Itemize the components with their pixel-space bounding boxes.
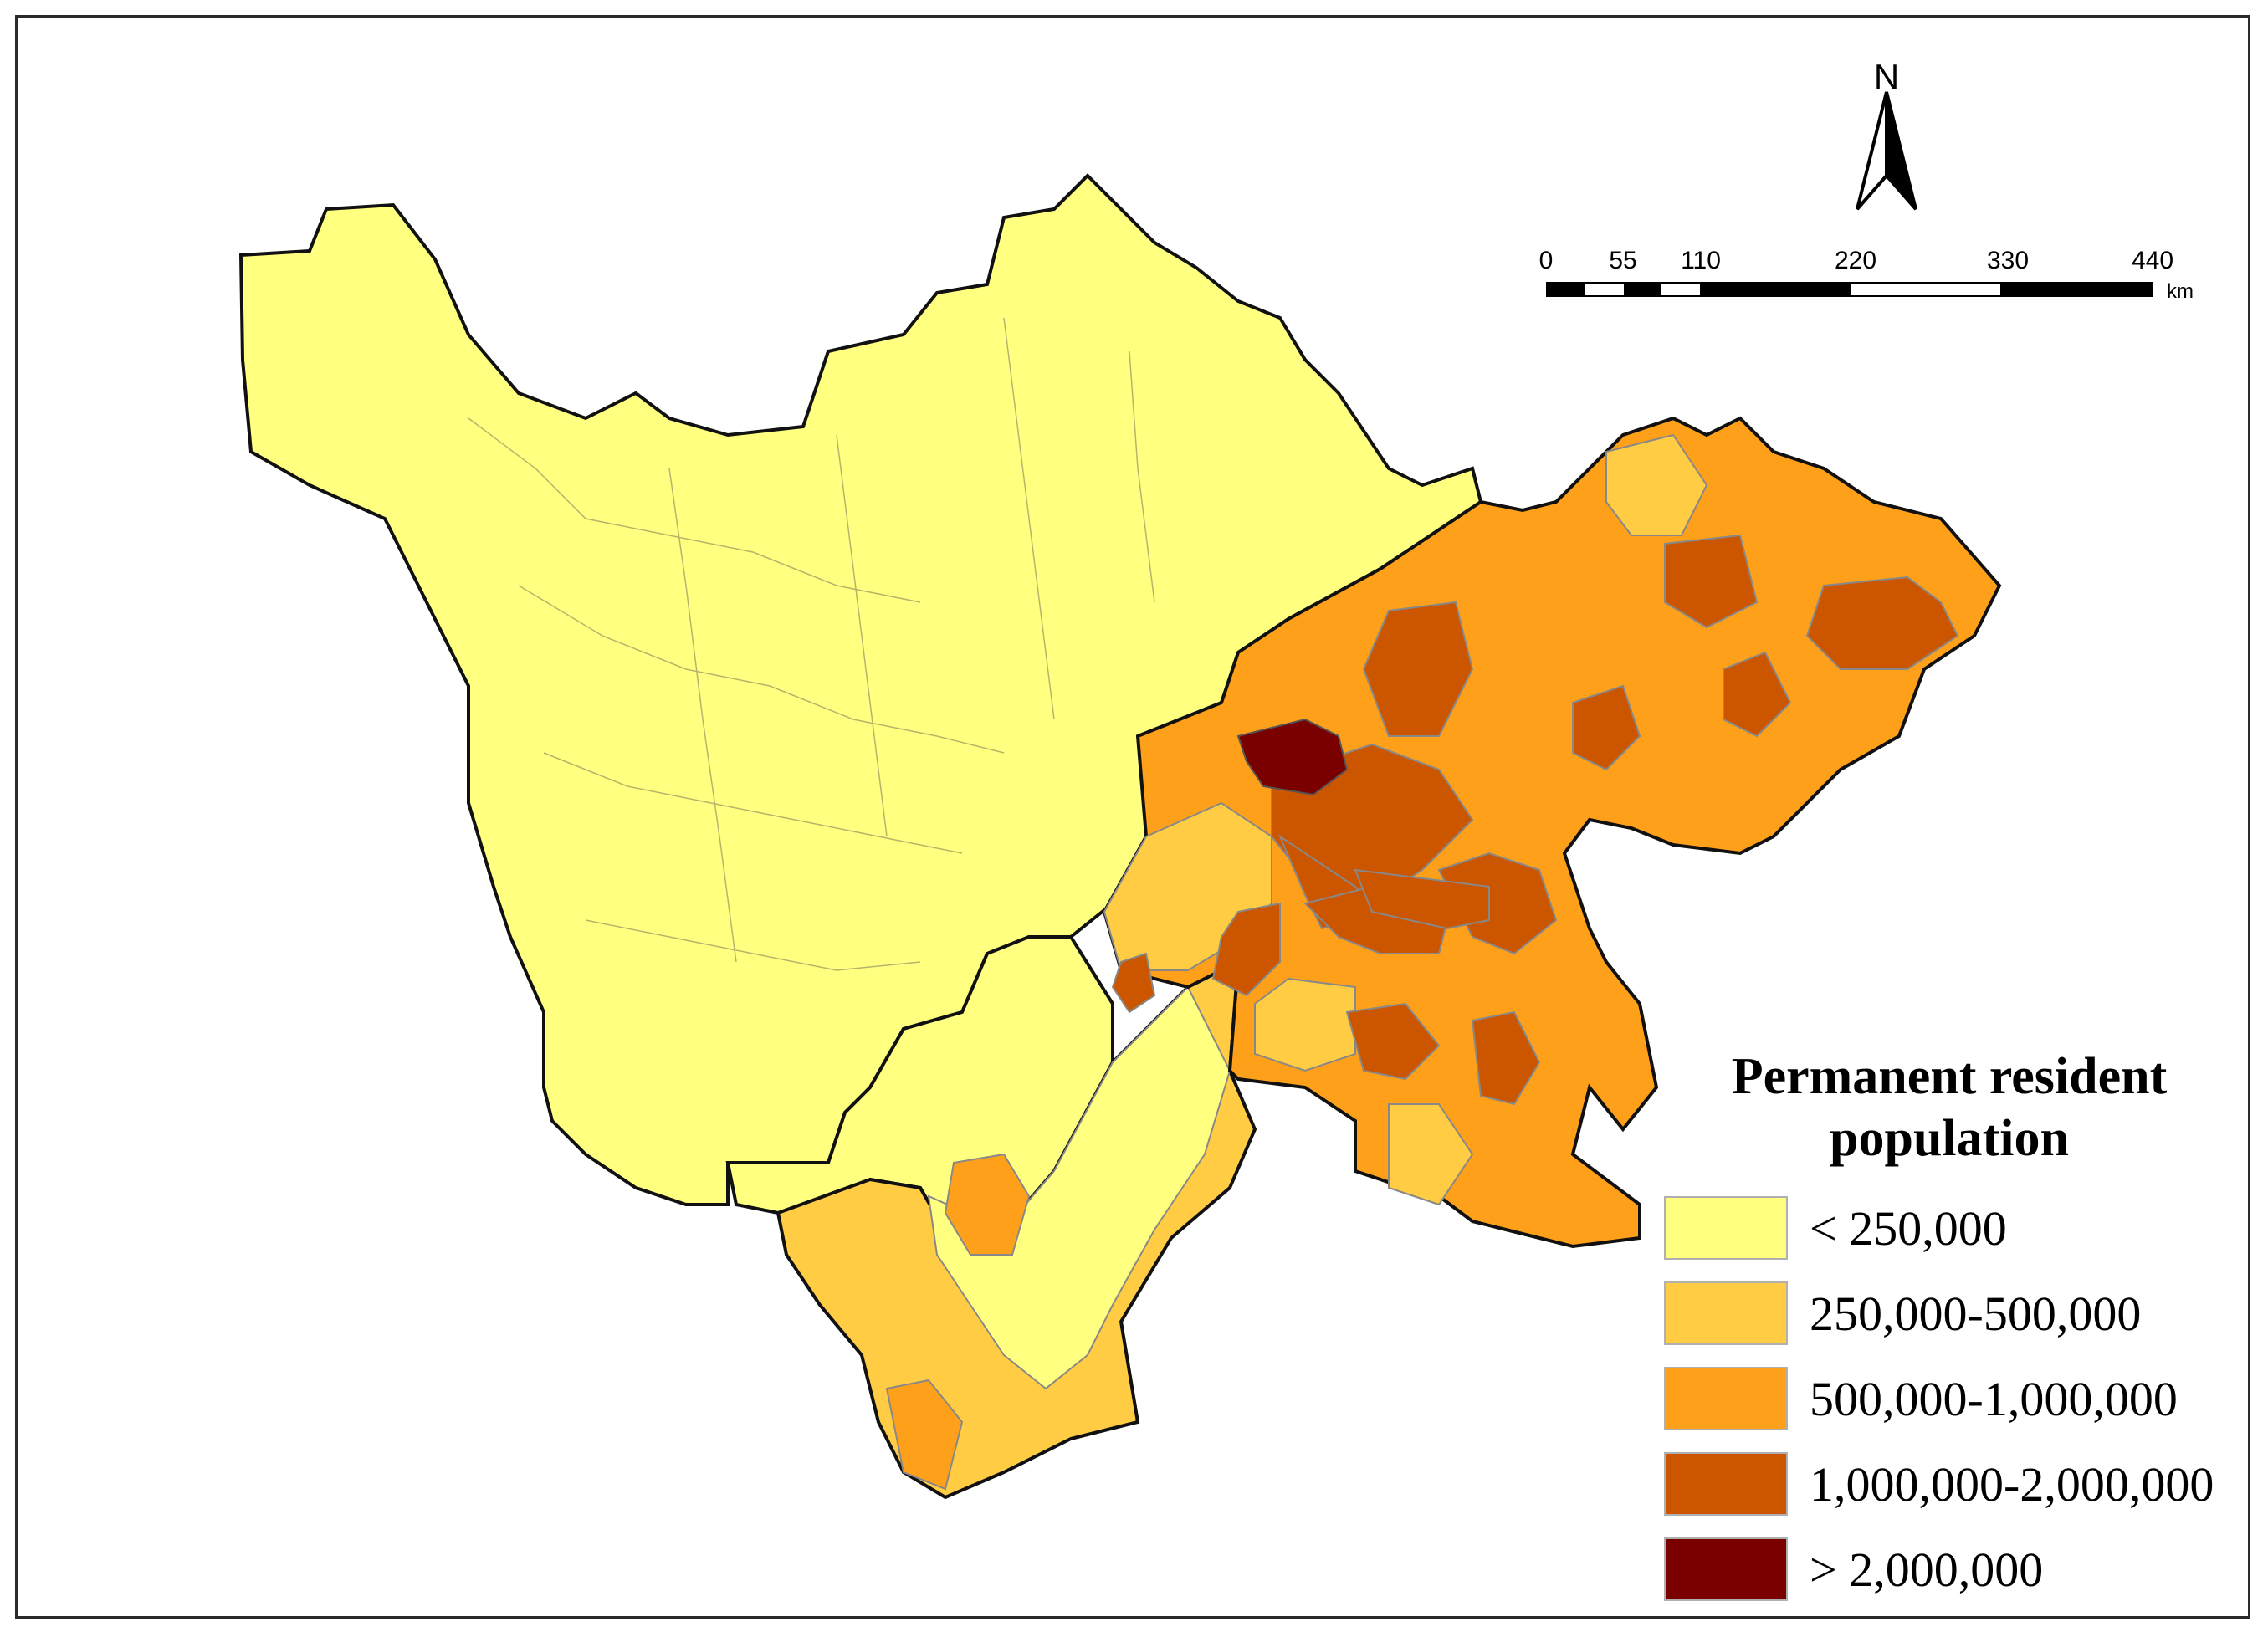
scale-tick: 110 — [1681, 247, 1721, 274]
district-west-fringe-2 — [1254, 977, 1356, 1072]
legend-swatch — [1664, 1281, 1788, 1345]
legend-label: > 2,000,000 — [1810, 1542, 2044, 1597]
region-south-lowpop — [927, 985, 1231, 1390]
district-south-a — [944, 1153, 1031, 1256]
district-high-8 — [1111, 952, 1156, 1014]
internal-boundaries — [468, 317, 1155, 971]
district-core-max — [1236, 718, 1349, 796]
district-southeast-pale — [1388, 1103, 1474, 1206]
legend-swatch — [1664, 1367, 1788, 1430]
district-high-6 — [1354, 868, 1490, 930]
district-high-12 — [1805, 576, 1959, 670]
legend-title-line1: Permanent resident — [1731, 1048, 2168, 1105]
district-high-11 — [1664, 534, 1759, 629]
legend-item: 1,000,000-2,000,000 — [1661, 1447, 2246, 1521]
scale-tick: 0 — [1538, 247, 1554, 274]
scale-bar-segments — [1546, 282, 2153, 297]
district-high-14 — [1723, 651, 1792, 738]
district-high-9 — [1345, 1002, 1441, 1081]
legend-item: 500,000-1,000,000 — [1661, 1362, 2246, 1435]
legend-label: 500,000-1,000,000 — [1810, 1371, 2178, 1426]
scale-tick: 220 — [1834, 247, 1877, 274]
legend-title-line2: population — [1829, 1110, 2070, 1167]
legend-item: < 250,000 — [1661, 1191, 2246, 1265]
north-arrow-icon — [1856, 91, 1917, 211]
legend-swatch — [1664, 1537, 1788, 1601]
district-south-b — [885, 1379, 964, 1491]
scale-unit: km — [2167, 280, 2194, 303]
legend-swatch — [1664, 1452, 1788, 1516]
north-label: N — [1873, 57, 1900, 96]
scale-bar: 0 55 110 220 330 440 km — [1531, 247, 2200, 314]
legend-title: Permanent resident population — [1661, 1046, 2238, 1169]
scale-tick: 330 — [1986, 247, 2030, 274]
district-high-13 — [1572, 684, 1641, 771]
legend-swatch — [1664, 1196, 1788, 1260]
legend: Permanent resident population < 250,000 … — [1661, 1046, 2246, 1618]
district-high-10 — [1471, 1010, 1541, 1106]
district-high-1 — [1362, 601, 1474, 737]
legend-label: 1,000,000-2,000,000 — [1810, 1456, 2214, 1512]
district-high-7 — [1211, 902, 1281, 997]
district-high-5 — [1437, 852, 1558, 955]
scale-tick: 55 — [1609, 247, 1637, 274]
legend-label: 250,000-500,000 — [1810, 1286, 2142, 1341]
legend-item: 250,000-500,000 — [1661, 1276, 2246, 1350]
legend-item: > 2,000,000 — [1661, 1532, 2246, 1606]
scale-tick: 440 — [2131, 247, 2174, 274]
legend-label: < 250,000 — [1810, 1200, 2007, 1256]
district-northeast-pale — [1605, 433, 1708, 536]
